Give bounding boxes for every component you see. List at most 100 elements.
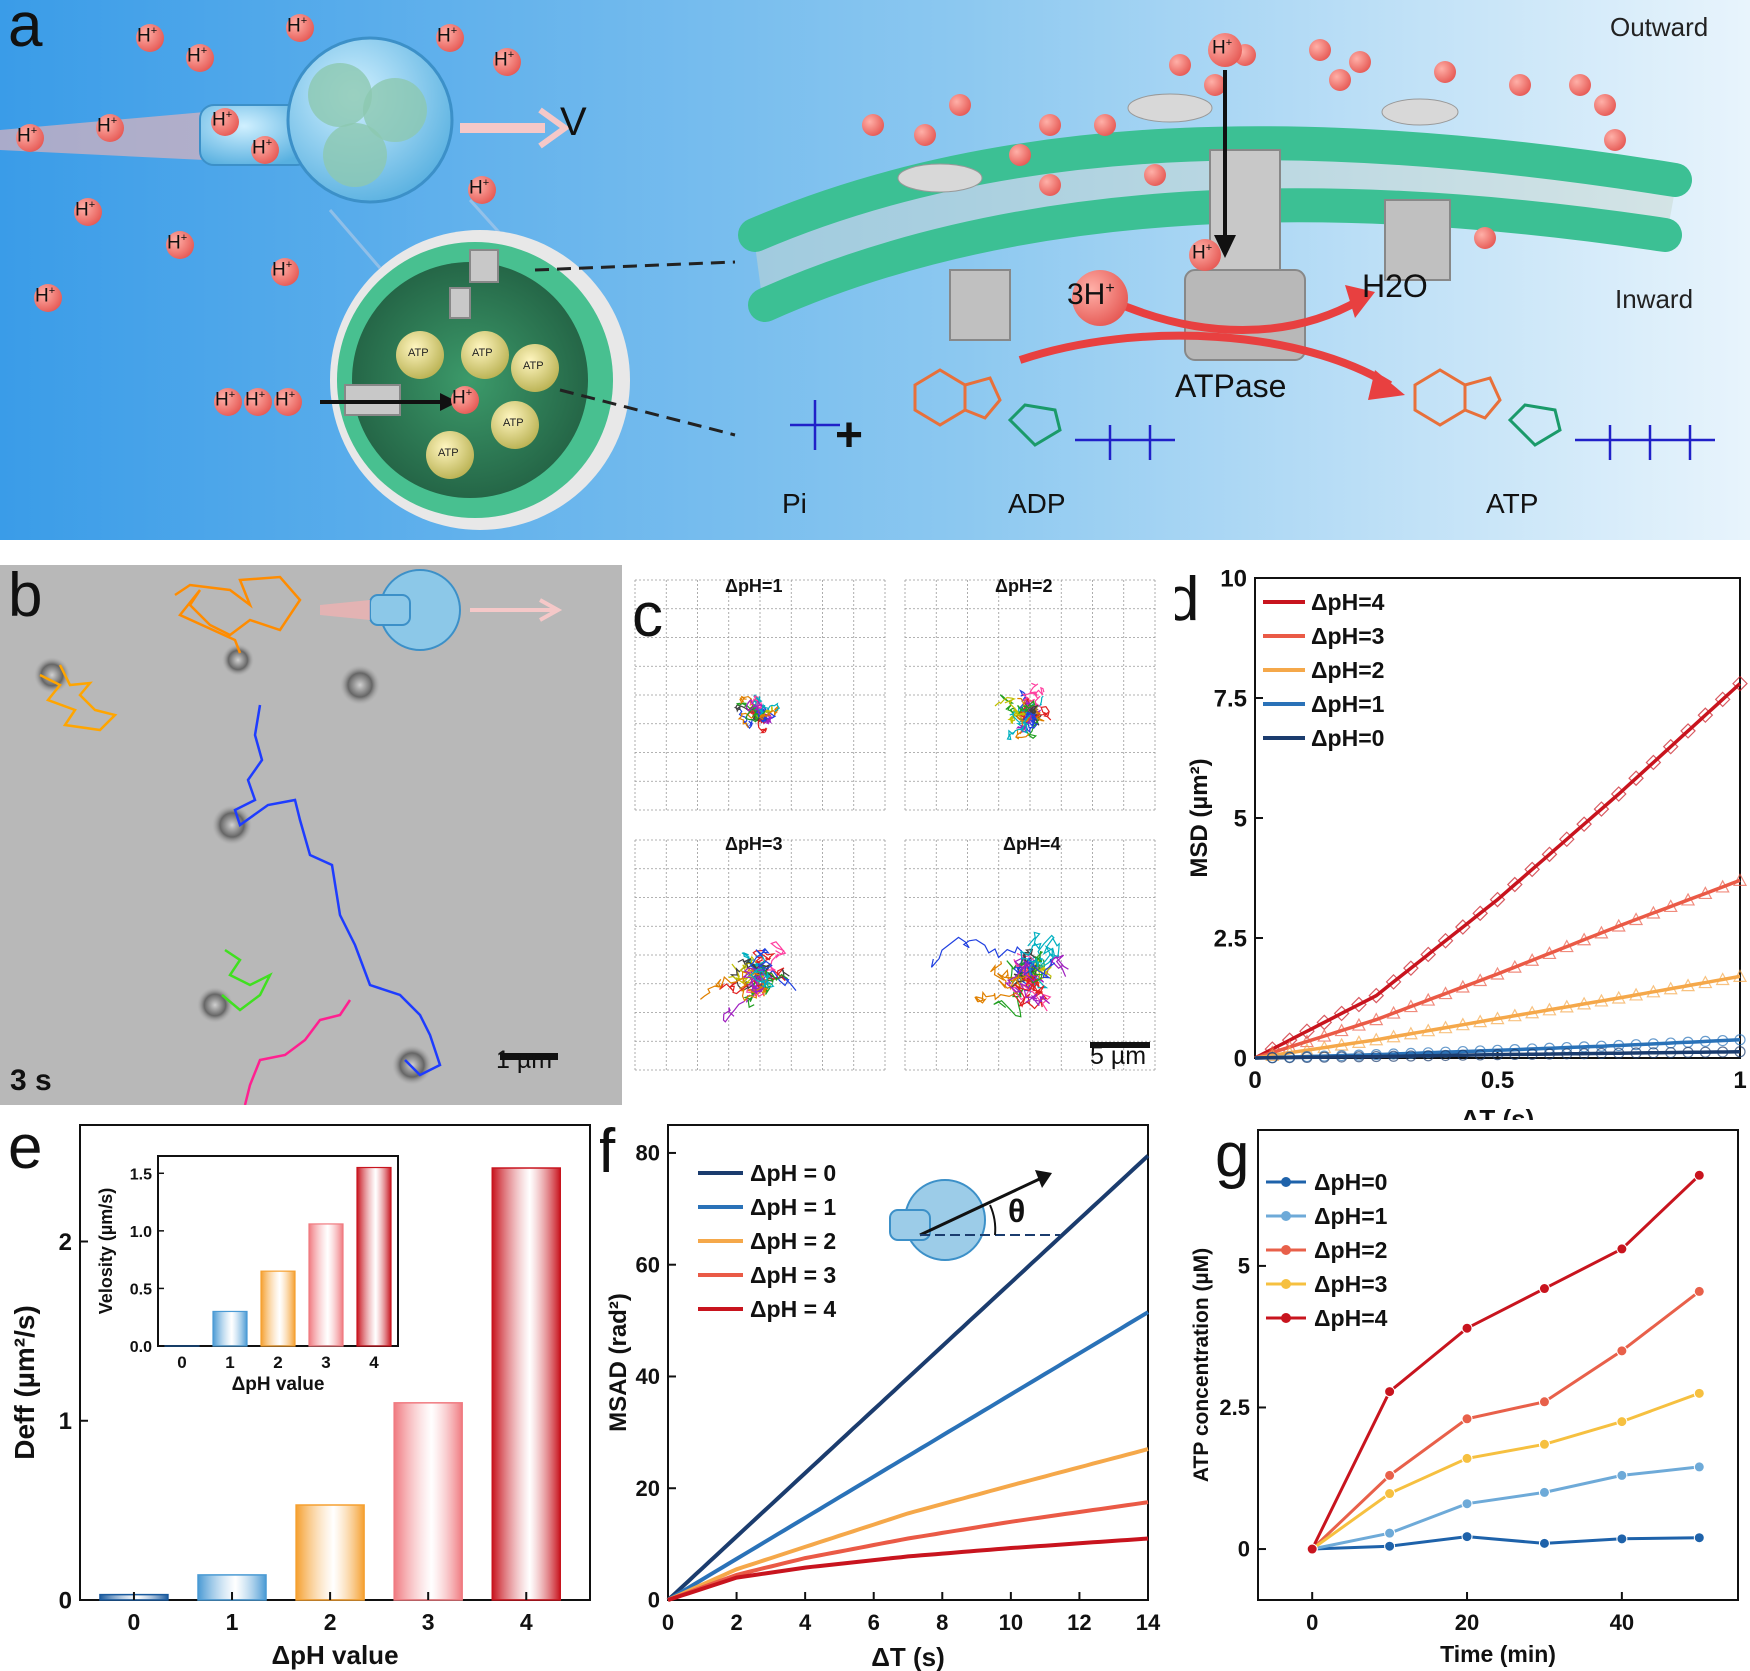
panel-label: d (1175, 565, 1199, 634)
series-line (1254, 1050, 1741, 1060)
series-line (666, 1154, 1150, 1602)
legend-label: ΔpH = 2 (750, 1228, 836, 1254)
data-point (1384, 1527, 1396, 1539)
x-tick-label: 12 (1067, 1610, 1091, 1635)
chart-f: 0 2 4 6 8 10 12 14 0 20 40 60 80 ΔT (s) MSAD (rad²) ΔpH… (600, 1117, 1161, 1671)
panel-a-illustration (0, 0, 1750, 540)
time-stamp: 3 s (10, 1064, 52, 1097)
panel-label: g (1215, 1121, 1249, 1190)
inset-x-tick-label: 0 (177, 1353, 186, 1372)
chart-g: 0 20 40 0 2.5 5 Time (min) ATP concentration (µ… (1190, 1121, 1739, 1667)
scalebar-c-label: 5 µm (1090, 1042, 1147, 1070)
data-point (1384, 1540, 1396, 1552)
y-tick-label: 5 (1238, 1254, 1250, 1279)
vesicle-atp-label: ATP (523, 360, 544, 372)
x-tick-label: 4 (799, 1610, 812, 1635)
proton-label: H+ (452, 387, 473, 409)
angle-arc (989, 1204, 997, 1236)
data-point (1384, 1469, 1396, 1481)
data-point (1538, 1438, 1550, 1450)
inset-y-tick-label: 0.5 (130, 1281, 152, 1298)
trajectory (758, 702, 781, 716)
inset-y-tick-label: 0.0 (130, 1339, 152, 1356)
data-point (1616, 1533, 1628, 1545)
data-marker (1732, 675, 1748, 692)
inset-bar (308, 1223, 344, 1347)
proton-label: H+ (1212, 37, 1233, 59)
adp-label: ADP (1008, 488, 1066, 519)
panel-b-micrograph (0, 565, 622, 1105)
subplot-title-2: ΔpH=2 (995, 576, 1053, 596)
proton-label: H+ (35, 285, 56, 307)
velocity-label: V (560, 100, 587, 144)
x-tick-label: 14 (1136, 1610, 1161, 1635)
series-line (1311, 1465, 1700, 1551)
trajectory (994, 696, 1030, 716)
trajectory (749, 967, 775, 989)
legend-marker (1281, 1313, 1291, 1323)
scalebar-c (1090, 1042, 1150, 1048)
proton-label: H+ (17, 125, 38, 147)
scalebar-b-label: 1 µm (496, 1046, 553, 1074)
trajectory (700, 967, 761, 1000)
series-line (667, 1536, 1149, 1602)
data-point (1306, 1543, 1318, 1555)
x-tick-label: 1 (226, 1609, 239, 1635)
inset-x-tick-label: 1 (225, 1353, 234, 1372)
plot-frame (1257, 1129, 1739, 1601)
y-axis-label: MSAD (rad²) (605, 1293, 632, 1432)
data-point (1461, 1413, 1473, 1425)
y-tick-label: 2 (59, 1229, 72, 1256)
y-tick-label: 80 (636, 1141, 660, 1166)
plot-frame (1254, 577, 1741, 1059)
x-tick-label: 3 (422, 1609, 435, 1635)
proton-label: H+ (287, 15, 308, 37)
direction-arrow-head (1035, 1170, 1052, 1188)
series-line (667, 1447, 1149, 1602)
x-tick-label: 2 (730, 1610, 742, 1635)
data-point (1693, 1532, 1705, 1544)
motor-icon (889, 1209, 931, 1241)
atpase-label: ATPase (1175, 368, 1287, 404)
inset-bar (356, 1166, 392, 1347)
y-tick-label: 0 (59, 1587, 72, 1614)
data-point (1616, 1416, 1628, 1428)
y-tick-label: 5 (1234, 805, 1247, 832)
vesicle-atp-label: ATP (408, 347, 429, 359)
data-point (1384, 1488, 1396, 1500)
y-tick-label: 20 (636, 1476, 660, 1501)
vesicle-atp-label: ATP (472, 347, 493, 359)
legend-label: ΔpH=3 (1311, 623, 1384, 649)
legend-label: ΔpH = 0 (750, 1160, 836, 1186)
data-point (1693, 1169, 1705, 1181)
panel-b-label: b (8, 561, 43, 630)
plot-frame (667, 1124, 1149, 1601)
series-line (1254, 878, 1741, 1060)
series-line (1254, 974, 1741, 1060)
legend-marker (1281, 1177, 1291, 1187)
plus-sign: + (835, 409, 864, 462)
inset-y-tick-label: 1.5 (130, 1166, 152, 1183)
bar (295, 1504, 365, 1601)
legend-label: ΔpH=4 (1311, 589, 1385, 615)
legend-label: ΔpH = 1 (750, 1194, 836, 1220)
trajectory (749, 947, 773, 976)
inset-bar (212, 1310, 248, 1347)
proton-label: H+ (187, 45, 208, 67)
theta-label: θ (1008, 1193, 1025, 1229)
panel-c-label: c (632, 581, 663, 650)
data-point (1461, 1452, 1473, 1464)
inset-y-axis-label: Velosity (µm/s) (96, 1188, 116, 1314)
x-tick-label: 10 (999, 1610, 1023, 1635)
three-h-label: 3H+ (1067, 278, 1115, 311)
inward-label: Inward (1615, 284, 1694, 314)
outward-label: Outward (1610, 12, 1709, 42)
y-tick-label: 0 (1238, 1537, 1250, 1562)
y-tick-label: 0 (648, 1588, 660, 1613)
proton-label: H+ (137, 25, 158, 47)
trajectory (1006, 714, 1031, 741)
x-tick-label: 2 (324, 1609, 337, 1635)
proton-label: H+ (252, 137, 273, 159)
x-tick-label: 0 (1306, 1610, 1318, 1635)
